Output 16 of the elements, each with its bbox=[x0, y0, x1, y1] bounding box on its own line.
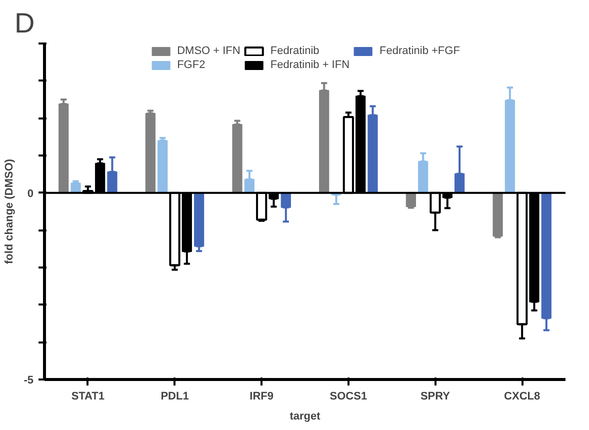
x-tick-label: SPRY bbox=[420, 390, 451, 402]
x-axis-title: target bbox=[290, 410, 321, 422]
y-axis-title: fold change (DMSO) bbox=[4, 158, 16, 264]
text: D bbox=[14, 8, 35, 38]
x-tick-label: CXCL8 bbox=[504, 390, 540, 402]
legend-label: Fedratinib + IFN bbox=[270, 59, 350, 71]
legend-label: Fedratinib +FGF bbox=[380, 45, 460, 57]
y-tick-label: -5 bbox=[24, 374, 34, 386]
x-tick-label: IRF9 bbox=[250, 390, 274, 402]
legend-label: DMSO + IFN bbox=[177, 45, 240, 57]
y-tick-label: 0 bbox=[27, 188, 34, 200]
x-tick-label: STAT1 bbox=[71, 390, 105, 402]
x-tick-label: PDL1 bbox=[160, 390, 189, 402]
x-tick-label: SOCS1 bbox=[330, 390, 368, 402]
legend-label: Fedratinib bbox=[270, 45, 320, 57]
legend-label: FGF2 bbox=[177, 59, 206, 71]
